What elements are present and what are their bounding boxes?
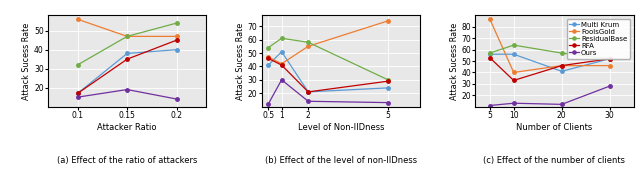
ResidualBase [305,41,312,43]
RFA [173,39,180,41]
Line: FoolsGold: FoolsGold [76,18,179,38]
Ours [124,89,131,91]
FoolsGold [74,18,81,20]
FoolsGold [558,64,566,67]
Line: Multi Krum: Multi Krum [488,52,611,73]
FoolsGold [510,71,518,73]
Multi Krum [606,58,614,60]
RFA [510,79,518,82]
RFA [305,91,312,93]
RFA [264,57,272,59]
Line: RFA: RFA [267,57,390,94]
Ours [278,79,285,81]
Ours [74,96,81,98]
Ours [173,98,180,100]
ResidualBase [558,52,566,54]
Line: Ours: Ours [76,88,179,101]
Line: Ours: Ours [488,84,611,107]
X-axis label: Number of Clients: Number of Clients [516,123,593,132]
Multi Krum [384,87,392,89]
ResidualBase [510,44,518,46]
Line: FoolsGold: FoolsGold [267,19,390,66]
Multi Krum [558,70,566,72]
Line: Multi Krum: Multi Krum [267,50,390,94]
Legend: Multi Krum, FoolsGold, ResidualBase, RFA, Ours: Multi Krum, FoolsGold, ResidualBase, RFA… [566,19,630,59]
FoolsGold [606,64,614,67]
ResidualBase [264,47,272,49]
ResidualBase [124,35,131,37]
RFA [74,92,81,94]
Ours [384,102,392,104]
Line: Multi Krum: Multi Krum [76,48,179,95]
Y-axis label: Attack Sucess Rate: Attack Sucess Rate [22,22,31,100]
Multi Krum [124,52,131,55]
Multi Krum [264,64,272,66]
Multi Krum [173,49,180,51]
RFA [278,64,285,66]
FoolsGold [486,18,493,20]
ResidualBase [74,64,81,66]
Y-axis label: Attack Sucess Rate: Attack Sucess Rate [236,22,245,100]
Ours [264,103,272,105]
Ours [486,104,493,106]
RFA [124,58,131,60]
FoolsGold [305,45,312,47]
ResidualBase [384,79,392,81]
FoolsGold [384,20,392,22]
Line: ResidualBase: ResidualBase [488,43,611,61]
Line: FoolsGold: FoolsGold [488,17,611,74]
Multi Krum [278,51,285,53]
Multi Krum [305,91,312,93]
Ours [305,100,312,102]
Multi Krum [486,53,493,55]
Multi Krum [74,92,81,94]
FoolsGold [124,35,131,37]
ResidualBase [173,22,180,24]
Text: (b) Effect of the level of non-IIDness: (b) Effect of the level of non-IIDness [265,156,417,165]
RFA [384,80,392,82]
Ours [606,85,614,87]
Line: ResidualBase: ResidualBase [76,21,179,67]
Multi Krum [510,53,518,55]
RFA [558,64,566,67]
Line: ResidualBase: ResidualBase [267,36,390,82]
ResidualBase [486,52,493,54]
ResidualBase [278,37,285,39]
Text: (a) Effect of the ratio of attackers: (a) Effect of the ratio of attackers [57,156,197,165]
RFA [606,58,614,60]
ResidualBase [606,58,614,60]
Ours [558,103,566,105]
Y-axis label: Attack Sucess Rate: Attack Sucess Rate [450,22,459,100]
FoolsGold [173,35,180,37]
Text: (c) Effect of the number of clients: (c) Effect of the number of clients [483,156,625,165]
Line: Ours: Ours [267,78,390,106]
FoolsGold [278,63,285,65]
X-axis label: Level of Non-IIDness: Level of Non-IIDness [298,123,384,132]
FoolsGold [264,56,272,58]
Line: RFA: RFA [488,56,611,82]
Line: RFA: RFA [76,38,179,95]
Ours [510,102,518,104]
X-axis label: Attacker Ratio: Attacker Ratio [97,123,157,132]
RFA [486,57,493,59]
